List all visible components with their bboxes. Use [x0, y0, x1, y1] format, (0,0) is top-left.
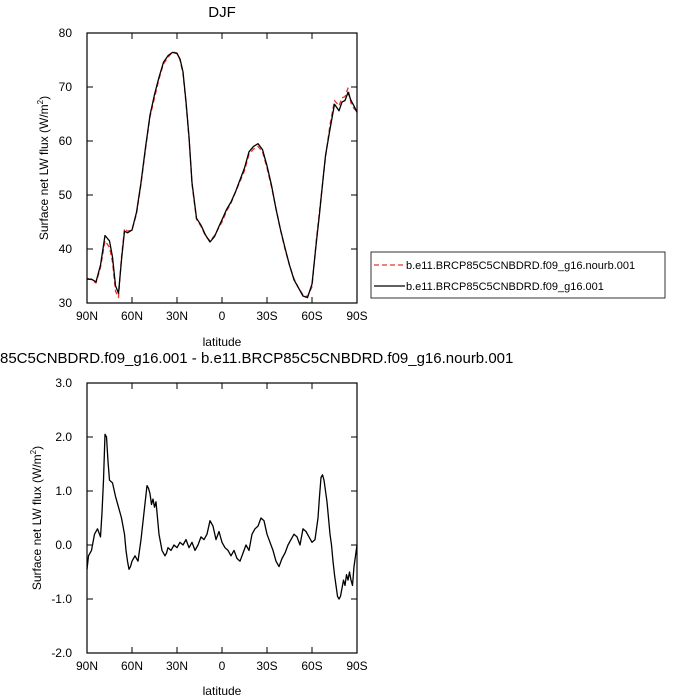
bottom-plot-frame: [86, 382, 358, 654]
top-y-tick-label: 80: [59, 26, 73, 40]
top-y-axis-label-close: ): [37, 96, 51, 100]
bottom-x-tick-label: 90S: [346, 659, 367, 673]
top-x-tick-label: 30S: [256, 309, 277, 323]
bottom-y-axis-label-main: Surface net LW flux (W/m: [30, 454, 44, 590]
bottom-x-tick-label: 60N: [121, 659, 143, 673]
top-series-line-0: [86, 51, 358, 299]
top-x-tick-label: 90N: [76, 309, 98, 323]
bottom-y-tick-label: -1.0: [51, 592, 72, 606]
top-y-axis-label-main: Surface net LW flux (W/m: [37, 104, 51, 240]
legend-label-nourb: b.e11.BRCP85C5CNBDRD.f09_g16.nourb.001: [406, 260, 635, 272]
top-y-tick-label: 70: [59, 80, 73, 94]
bottom-y-tick-label: 1.0: [55, 484, 72, 498]
bottom-y-axis-label-sup: 2: [29, 449, 38, 454]
top-y-tick-label: 30: [59, 296, 73, 310]
bottom-x-axis-label: latitude: [203, 684, 242, 698]
top-x-tick-label: 0: [219, 309, 226, 323]
bottom-chart-title: 85C5CNBDRD.f09_g16.001 - b.e11.BRCP85C5C…: [0, 350, 513, 367]
legend-box: [370, 251, 666, 299]
bottom-y-tick-label: -2.0: [51, 646, 72, 660]
top-x-tick-label: 90S: [346, 309, 367, 323]
bottom-chart-panel: 85C5CNBDRD.f09_g16.001 - b.e11.BRCP85C5C…: [0, 350, 513, 698]
bottom-x-tick-label: 30S: [256, 659, 277, 673]
top-y-axis-label: Surface net LW flux (W/m2): [36, 96, 51, 240]
bottom-x-tick-label: 30N: [166, 659, 188, 673]
bottom-y-tick-label: 0.0: [55, 538, 72, 552]
bottom-y-tick-label: 3.0: [55, 376, 72, 390]
bottom-x-tick-label: 0: [219, 659, 226, 673]
top-x-axis-label: latitude: [203, 335, 242, 349]
top-x-tick-label: 60N: [121, 309, 143, 323]
bottom-y-tick-label: 2.0: [55, 430, 72, 444]
bottom-y-axis-label-close: ): [30, 446, 44, 450]
top-y-tick-label: 60: [59, 134, 73, 148]
top-y-tick-label: 40: [59, 242, 73, 256]
legend-label-control: b.e11.BRCP85C5CNBDRD.f09_g16.001: [406, 281, 604, 293]
top-series-line-1: [87, 51, 358, 299]
bottom-y-axis-label: Surface net LW flux (W/m2): [29, 446, 44, 590]
top-chart-panel: DJF 90N 60N 30N 0 30S 60S 90S 30 40 50 60 70 80 lati…: [36, 4, 368, 349]
bottom-series-line-0: [86, 433, 358, 600]
top-x-tick-label: 60S: [301, 309, 322, 323]
top-plot-frame: [86, 32, 358, 304]
legend: b.e11.BRCP85C5CNBDRD.f09_g16.nourb.001 b…: [370, 251, 666, 299]
bottom-x-tick-label: 90N: [76, 659, 98, 673]
top-x-tick-label: 30N: [166, 309, 188, 323]
top-y-tick-label: 50: [59, 188, 73, 202]
bottom-x-tick-label: 60S: [301, 659, 322, 673]
top-chart-title: DJF: [208, 4, 236, 21]
top-y-axis-label-sup: 2: [36, 99, 45, 104]
